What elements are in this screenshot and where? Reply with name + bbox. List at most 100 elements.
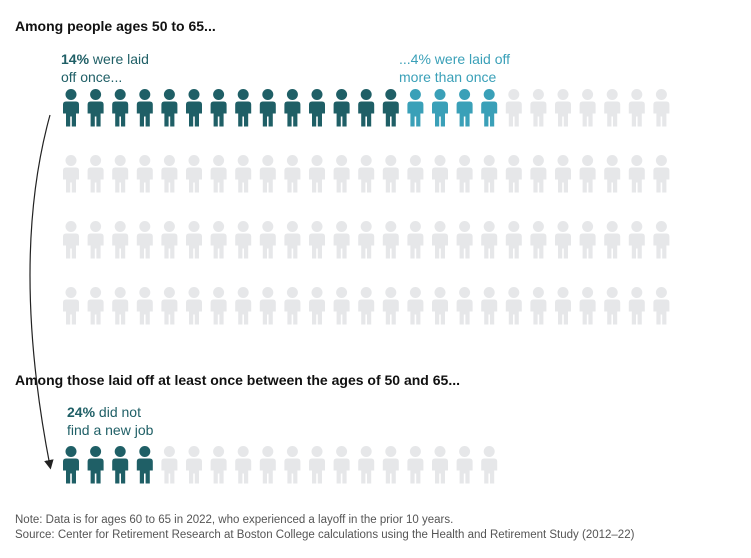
- person-icon: [284, 221, 301, 259]
- person-icon: [456, 155, 473, 193]
- person-icon: [358, 446, 375, 484]
- person-icon: [653, 89, 670, 127]
- person-icon: [481, 155, 498, 193]
- person-icon: [358, 221, 375, 259]
- footer-source: Source: Center for Retirement Research a…: [15, 529, 635, 541]
- annotation-laid-off-multiple: ...4% were laid off more than once: [399, 50, 510, 86]
- person-icon: [382, 446, 399, 484]
- person-icon: [432, 221, 448, 259]
- person-icon: [161, 155, 178, 193]
- person-icon: [555, 89, 571, 127]
- person-icon: [628, 221, 645, 259]
- person-icon: [481, 287, 498, 325]
- person-icon: [309, 287, 325, 325]
- person-icon: [530, 89, 547, 127]
- annotation-no-new-job-text2: find a new job: [67, 422, 154, 438]
- person-icon: [235, 155, 252, 193]
- icon-grid-laid-off: [63, 446, 498, 484]
- person-icon: [284, 446, 301, 484]
- person-icon: [604, 221, 621, 259]
- person-icon: [382, 287, 399, 325]
- person-icon: [358, 89, 375, 127]
- person-icon: [456, 287, 473, 325]
- person-icon: [432, 89, 448, 127]
- person-icon: [456, 221, 473, 259]
- person-icon: [407, 155, 424, 193]
- person-icon: [63, 155, 79, 193]
- person-icon: [432, 446, 448, 484]
- person-icon: [579, 287, 596, 325]
- person-icon: [259, 446, 276, 484]
- person-icon: [309, 89, 325, 127]
- chart1-title: Among people ages 50 to 65...: [15, 18, 216, 34]
- person-icon: [505, 221, 522, 259]
- person-icon: [481, 446, 498, 484]
- person-icon: [186, 446, 202, 484]
- person-icon: [456, 89, 473, 127]
- person-icon: [210, 89, 227, 127]
- person-icon: [358, 287, 375, 325]
- person-icon: [186, 155, 202, 193]
- person-icon: [112, 155, 129, 193]
- annotation-no-new-job-value: 24%: [67, 404, 96, 420]
- person-icon: [628, 155, 645, 193]
- person-icon: [284, 155, 301, 193]
- person-icon: [481, 221, 498, 259]
- person-icon: [235, 89, 252, 127]
- footer-note: Note: Data is for ages 60 to 65 in 2022,…: [15, 514, 454, 526]
- person-icon: [112, 89, 129, 127]
- person-icon: [407, 89, 424, 127]
- person-icon: [579, 155, 596, 193]
- annotation-no-new-job-text1: did not: [95, 404, 141, 420]
- annotation-laid-off-multiple-value: ...4%: [399, 51, 431, 67]
- annotation-laid-off-multiple-text1: were laid off: [430, 51, 511, 67]
- person-icon: [628, 89, 645, 127]
- person-icon: [530, 221, 547, 259]
- person-icon: [407, 221, 424, 259]
- person-icon: [210, 221, 227, 259]
- person-icon: [555, 287, 571, 325]
- person-icon: [530, 155, 547, 193]
- person-icon: [87, 155, 104, 193]
- person-icon: [505, 287, 522, 325]
- person-icon: [432, 155, 448, 193]
- chart2-title: Among those laid off at least once betwe…: [15, 372, 460, 388]
- person-icon: [555, 221, 571, 259]
- person-icon: [628, 287, 645, 325]
- person-icon: [309, 446, 325, 484]
- person-icon: [186, 89, 202, 127]
- footer: Note: Data is for ages 60 to 65 in 2022,…: [15, 513, 634, 543]
- person-icon: [333, 287, 350, 325]
- person-icon: [259, 89, 276, 127]
- person-icon: [284, 89, 301, 127]
- person-icon: [259, 221, 276, 259]
- person-icon: [407, 287, 424, 325]
- person-icon: [333, 155, 350, 193]
- person-icon: [186, 287, 202, 325]
- annotation-no-new-job: 24% did not find a new job: [67, 403, 153, 439]
- person-icon: [579, 221, 596, 259]
- person-icon: [161, 446, 178, 484]
- person-icon: [87, 446, 104, 484]
- person-icon: [235, 446, 252, 484]
- person-icon: [112, 221, 129, 259]
- person-icon: [530, 287, 547, 325]
- person-icon: [505, 89, 522, 127]
- person-icon: [235, 287, 252, 325]
- person-icon: [333, 221, 350, 259]
- person-icon: [407, 446, 424, 484]
- person-icon: [555, 155, 571, 193]
- person-icon: [653, 155, 670, 193]
- person-icon: [210, 155, 227, 193]
- person-icon: [604, 155, 621, 193]
- annotation-laid-off-once-text1: were laid: [89, 51, 149, 67]
- person-icon: [505, 155, 522, 193]
- person-icon: [63, 89, 79, 127]
- person-icon: [112, 446, 129, 484]
- annotation-laid-off-once: 14% were laid off once...: [61, 50, 149, 86]
- person-icon: [382, 221, 399, 259]
- person-icon: [210, 446, 227, 484]
- person-icon: [333, 89, 350, 127]
- person-icon: [259, 155, 276, 193]
